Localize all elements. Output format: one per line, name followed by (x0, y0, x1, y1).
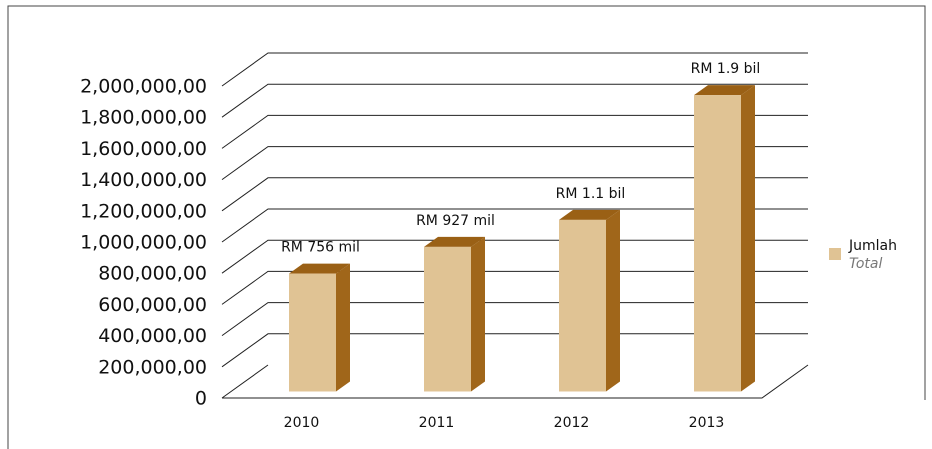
value-label: RM 927 mil (416, 213, 495, 229)
legend-label: Jumlah (848, 238, 897, 254)
value-label: RM 756 mil (281, 240, 360, 256)
y-tick-label: 200,000,00 (98, 356, 207, 378)
y-tick-label: 1,200,000,00 (80, 200, 207, 222)
grid-line (221, 364, 809, 399)
x-tick-label: 2010 (284, 415, 320, 431)
y-tick-label: 400,000,00 (98, 325, 207, 347)
grid-line (221, 333, 808, 368)
bar-side (471, 236, 485, 392)
chart-frame (7, 5, 926, 449)
bar-side (336, 263, 350, 392)
bar (424, 246, 471, 392)
grid-line (221, 83, 808, 118)
grid-line (221, 146, 808, 181)
value-label: RM 1.1 bil (556, 186, 626, 202)
y-tick-label: 1,400,000,00 (80, 169, 207, 191)
bar-top (289, 263, 350, 274)
y-tick-label: 2,000,000,00 (80, 76, 207, 98)
bar-top (694, 85, 755, 96)
legend-swatch (829, 248, 841, 260)
x-tick-label: 2013 (689, 415, 725, 431)
y-tick-label: 1,600,000,00 (80, 138, 207, 160)
grid-line (221, 239, 808, 274)
bar (289, 273, 336, 392)
bar-top (559, 209, 620, 220)
value-label: RM 1.9 bil (691, 61, 761, 77)
grid-line (221, 208, 808, 243)
bar-top (424, 236, 485, 247)
bar-side (741, 85, 755, 392)
bar-side (606, 209, 620, 392)
x-tick-label: 2011 (419, 415, 455, 431)
y-tick-label: 1,800,000,00 (80, 107, 207, 129)
grid-line (221, 302, 808, 337)
bar (694, 95, 741, 392)
y-tick-label: 800,000,00 (98, 263, 207, 285)
y-tick-label: 1,000,000,00 (80, 232, 207, 254)
grid-line (221, 270, 808, 305)
bar (559, 219, 606, 392)
grid-line (221, 114, 808, 149)
y-tick-label: 0 (195, 388, 207, 410)
grid-line (221, 52, 808, 87)
x-tick-label: 2012 (554, 415, 590, 431)
grid-line (221, 177, 808, 212)
legend-subtext: Total (849, 256, 882, 272)
y-tick-label: 600,000,00 (98, 294, 207, 316)
